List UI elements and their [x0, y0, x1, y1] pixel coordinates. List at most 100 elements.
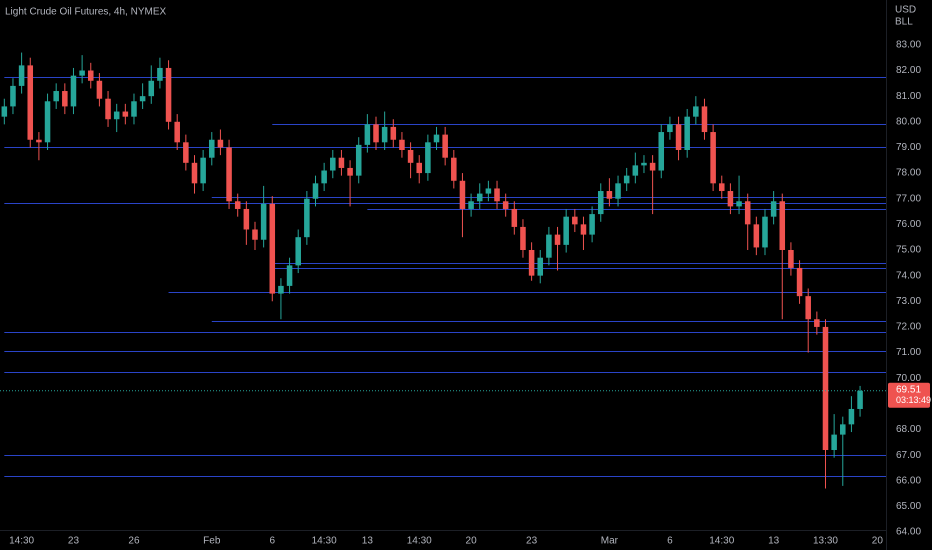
- candle-body: [840, 424, 846, 435]
- candle-body: [321, 170, 327, 184]
- candle-body: [831, 434, 837, 450]
- candle-body: [433, 134, 440, 143]
- candle-body: [796, 267, 803, 297]
- x-tick-label: Feb: [203, 536, 221, 547]
- candle-body: [615, 183, 621, 199]
- candle-body: [425, 142, 431, 174]
- candle-body: [390, 126, 397, 140]
- y-tick-label: 75.00: [896, 245, 921, 256]
- candle-body: [312, 183, 319, 199]
- candle-body: [269, 203, 276, 294]
- candle-body: [338, 157, 345, 168]
- candle-body: [658, 132, 665, 171]
- candle-body: [848, 408, 855, 425]
- candle-body: [770, 201, 777, 217]
- y-tick-label: 78.00: [896, 168, 921, 179]
- candle-body: [753, 224, 760, 248]
- y-tick-label: 79.00: [896, 142, 921, 153]
- candle-body: [113, 111, 120, 120]
- candle-body: [762, 216, 768, 248]
- candle-body: [70, 75, 77, 107]
- y-tick-label: 72.00: [896, 322, 921, 333]
- candle-body: [580, 224, 587, 235]
- y-tick-label: 66.00: [896, 475, 921, 486]
- candle-body: [710, 132, 716, 184]
- candle-body: [209, 139, 215, 158]
- candle-body: [693, 106, 699, 117]
- candle-body: [814, 319, 820, 327]
- y-tick-label: 67.00: [896, 450, 921, 461]
- candle-body: [485, 188, 492, 194]
- candle-body: [805, 296, 811, 320]
- candle-body: [217, 139, 224, 148]
- candle-body: [373, 124, 379, 143]
- x-tick-label: 26: [128, 536, 140, 547]
- x-tick-label: 14:30: [709, 536, 734, 547]
- y-tick-label: 77.00: [896, 193, 921, 204]
- y-tick-label: 76.00: [896, 219, 921, 230]
- x-tick-label: 13: [768, 536, 780, 547]
- currency: USD: [895, 5, 916, 16]
- candle-body: [597, 191, 604, 215]
- candle-body: [572, 216, 578, 225]
- y-tick-label: 82.00: [896, 65, 921, 76]
- candle-body: [476, 193, 483, 202]
- x-tick-label: 13:30: [813, 536, 838, 547]
- candle-body: [727, 191, 734, 207]
- candle-body: [286, 265, 293, 286]
- candle-body: [27, 65, 34, 140]
- y-tick-label: 65.00: [896, 501, 921, 512]
- candle-body: [191, 162, 198, 184]
- candle-body: [10, 85, 16, 107]
- candle-body: [502, 201, 509, 209]
- y-tick-label: 83.00: [896, 40, 921, 51]
- candle-body: [788, 250, 794, 268]
- y-tick-label: 74.00: [896, 270, 921, 281]
- candle-body: [1, 106, 8, 117]
- x-tick-label: 6: [667, 536, 673, 547]
- y-tick-label: 68.00: [896, 424, 921, 435]
- y-tick-label: 64.00: [896, 527, 921, 538]
- candle-body: [260, 203, 267, 240]
- candle-body: [295, 237, 301, 266]
- x-tick-label: 20: [466, 536, 478, 547]
- countdown: 03:13:49: [896, 395, 931, 405]
- candle-body: [200, 157, 206, 184]
- candle-body: [122, 111, 129, 117]
- candle-body: [364, 124, 371, 145]
- candle-body: [407, 150, 414, 163]
- candle-body: [252, 229, 258, 240]
- candle-body: [667, 124, 673, 133]
- y-tick-label: 80.00: [896, 116, 921, 127]
- candle-body: [36, 139, 42, 143]
- candle-body: [744, 201, 751, 225]
- candle-body: [44, 101, 51, 143]
- candle-body: [330, 157, 336, 171]
- candle-body: [641, 162, 647, 166]
- candle-body: [399, 139, 405, 150]
- candle-body: [459, 180, 466, 209]
- candle-body: [675, 124, 682, 150]
- chart-title: Light Crude Oil Futures, 4h, NYMEX: [5, 7, 167, 18]
- candle-body: [589, 214, 595, 235]
- candle-body: [157, 67, 163, 81]
- candle-body: [226, 147, 232, 202]
- y-tick-label: 70.00: [896, 373, 921, 384]
- candle-body: [304, 198, 310, 238]
- candle-body: [520, 226, 526, 250]
- last-price-label: 69.51: [896, 384, 921, 395]
- candle-body: [546, 234, 552, 258]
- candle-body: [347, 167, 353, 176]
- candle-body: [139, 96, 146, 102]
- candle-body: [442, 134, 448, 158]
- y-tick-label: 81.00: [896, 91, 921, 102]
- x-tick-label: 20: [872, 536, 884, 547]
- candle-body: [87, 70, 94, 81]
- candle-body: [53, 91, 59, 102]
- candle-body: [779, 201, 786, 250]
- candle-body: [822, 326, 829, 450]
- x-tick-label: 23: [526, 536, 538, 547]
- unit: BLL: [895, 17, 913, 28]
